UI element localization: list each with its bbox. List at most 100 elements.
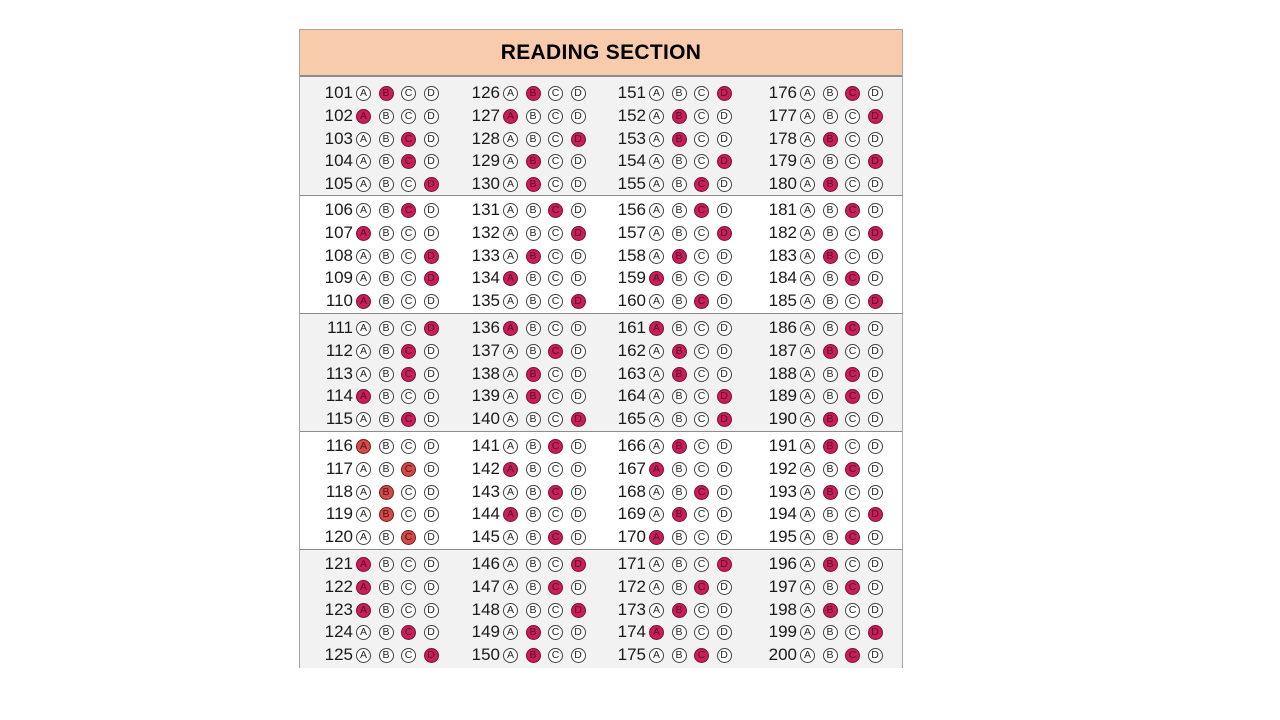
- answer-bubble-c[interactable]: C: [548, 461, 563, 477]
- answer-bubble-c[interactable]: C: [845, 176, 860, 192]
- answer-bubble-d[interactable]: D: [570, 202, 586, 218]
- answer-bubble-a[interactable]: A: [649, 388, 664, 404]
- answer-bubble-a-marked[interactable]: A: [503, 270, 518, 286]
- answer-bubble-b[interactable]: B: [822, 388, 838, 404]
- answer-bubble-c[interactable]: C: [401, 602, 416, 618]
- answer-bubble-a-marked[interactable]: A: [649, 270, 664, 286]
- answer-bubble-b[interactable]: B: [378, 225, 394, 241]
- answer-bubble-a[interactable]: A: [649, 484, 664, 500]
- answer-bubble-c[interactable]: C: [845, 602, 860, 618]
- answer-bubble-a[interactable]: A: [503, 647, 518, 663]
- answer-bubble-b[interactable]: B: [525, 438, 541, 454]
- answer-bubble-a[interactable]: A: [800, 624, 815, 640]
- answer-bubble-a[interactable]: A: [503, 556, 518, 572]
- answer-bubble-c[interactable]: C: [694, 131, 709, 147]
- answer-bubble-a[interactable]: A: [649, 411, 664, 427]
- answer-bubble-c-marked[interactable]: C: [845, 320, 860, 336]
- answer-bubble-a[interactable]: A: [800, 484, 815, 500]
- answer-bubble-b[interactable]: B: [671, 320, 687, 336]
- answer-bubble-b-marked[interactable]: B: [671, 602, 687, 618]
- answer-bubble-d[interactable]: D: [570, 366, 586, 382]
- answer-bubble-c[interactable]: C: [694, 602, 709, 618]
- answer-bubble-d[interactable]: D: [423, 225, 439, 241]
- answer-bubble-a[interactable]: A: [649, 293, 664, 309]
- answer-bubble-a[interactable]: A: [503, 438, 518, 454]
- answer-bubble-c[interactable]: C: [548, 293, 563, 309]
- answer-bubble-a[interactable]: A: [649, 248, 664, 264]
- answer-bubble-a[interactable]: A: [356, 202, 371, 218]
- answer-bubble-d-marked[interactable]: D: [570, 411, 586, 427]
- answer-bubble-b[interactable]: B: [525, 108, 541, 124]
- answer-bubble-b[interactable]: B: [378, 438, 394, 454]
- answer-bubble-d-marked[interactable]: D: [716, 85, 732, 101]
- answer-bubble-d[interactable]: D: [716, 624, 732, 640]
- answer-bubble-c-marked[interactable]: C: [401, 131, 416, 147]
- answer-bubble-a[interactable]: A: [356, 176, 371, 192]
- answer-bubble-d[interactable]: D: [570, 647, 586, 663]
- answer-bubble-a[interactable]: A: [503, 366, 518, 382]
- answer-bubble-b-marked[interactable]: B: [671, 506, 687, 522]
- answer-bubble-d[interactable]: D: [570, 438, 586, 454]
- answer-bubble-b[interactable]: B: [525, 484, 541, 500]
- answer-bubble-d[interactable]: D: [716, 461, 732, 477]
- answer-bubble-a[interactable]: A: [649, 85, 664, 101]
- answer-bubble-a[interactable]: A: [800, 438, 815, 454]
- answer-bubble-c[interactable]: C: [694, 343, 709, 359]
- answer-bubble-b[interactable]: B: [822, 270, 838, 286]
- answer-bubble-d[interactable]: D: [867, 647, 883, 663]
- answer-bubble-c[interactable]: C: [845, 108, 860, 124]
- answer-bubble-d[interactable]: D: [716, 202, 732, 218]
- answer-bubble-c[interactable]: C: [548, 647, 563, 663]
- answer-bubble-b[interactable]: B: [378, 320, 394, 336]
- answer-bubble-c[interactable]: C: [548, 506, 563, 522]
- answer-bubble-d-marked[interactable]: D: [716, 556, 732, 572]
- answer-bubble-a[interactable]: A: [800, 556, 815, 572]
- answer-bubble-b-marked[interactable]: B: [525, 248, 541, 264]
- answer-bubble-c[interactable]: C: [548, 366, 563, 382]
- answer-bubble-a[interactable]: A: [649, 438, 664, 454]
- answer-bubble-c[interactable]: C: [401, 176, 416, 192]
- answer-bubble-d-marked[interactable]: D: [867, 225, 883, 241]
- answer-bubble-a[interactable]: A: [800, 366, 815, 382]
- answer-bubble-b-marked[interactable]: B: [822, 343, 838, 359]
- answer-bubble-d[interactable]: D: [570, 176, 586, 192]
- answer-bubble-c[interactable]: C: [694, 529, 709, 545]
- answer-bubble-c[interactable]: C: [548, 248, 563, 264]
- answer-bubble-b[interactable]: B: [671, 388, 687, 404]
- answer-bubble-a[interactable]: A: [503, 85, 518, 101]
- answer-bubble-b[interactable]: B: [525, 602, 541, 618]
- answer-bubble-b[interactable]: B: [378, 411, 394, 427]
- answer-bubble-a[interactable]: A: [800, 108, 815, 124]
- answer-bubble-d[interactable]: D: [867, 366, 883, 382]
- answer-bubble-c[interactable]: C: [845, 343, 860, 359]
- answer-bubble-d[interactable]: D: [570, 320, 586, 336]
- answer-bubble-c[interactable]: C: [401, 108, 416, 124]
- answer-bubble-b[interactable]: B: [822, 320, 838, 336]
- answer-bubble-a[interactable]: A: [800, 248, 815, 264]
- answer-bubble-a[interactable]: A: [356, 248, 371, 264]
- answer-bubble-c[interactable]: C: [845, 438, 860, 454]
- answer-bubble-b[interactable]: B: [378, 602, 394, 618]
- answer-bubble-c[interactable]: C: [548, 320, 563, 336]
- answer-bubble-c-marked[interactable]: C: [845, 85, 860, 101]
- answer-bubble-a[interactable]: A: [800, 293, 815, 309]
- answer-bubble-c-marked[interactable]: C: [548, 343, 563, 359]
- answer-bubble-c[interactable]: C: [401, 248, 416, 264]
- answer-bubble-a-marked[interactable]: A: [503, 108, 518, 124]
- answer-bubble-d[interactable]: D: [867, 343, 883, 359]
- answer-bubble-c[interactable]: C: [548, 176, 563, 192]
- answer-bubble-a[interactable]: A: [503, 225, 518, 241]
- answer-bubble-b[interactable]: B: [378, 529, 394, 545]
- answer-bubble-d[interactable]: D: [423, 438, 439, 454]
- answer-bubble-b[interactable]: B: [822, 225, 838, 241]
- answer-bubble-d[interactable]: D: [867, 176, 883, 192]
- answer-bubble-b[interactable]: B: [525, 225, 541, 241]
- answer-bubble-c[interactable]: C: [548, 85, 563, 101]
- answer-bubble-b[interactable]: B: [671, 624, 687, 640]
- answer-bubble-a[interactable]: A: [649, 343, 664, 359]
- answer-bubble-d[interactable]: D: [570, 461, 586, 477]
- answer-bubble-c[interactable]: C: [548, 411, 563, 427]
- answer-bubble-b-marked[interactable]: B: [822, 131, 838, 147]
- answer-bubble-b[interactable]: B: [378, 153, 394, 169]
- answer-bubble-a[interactable]: A: [649, 225, 664, 241]
